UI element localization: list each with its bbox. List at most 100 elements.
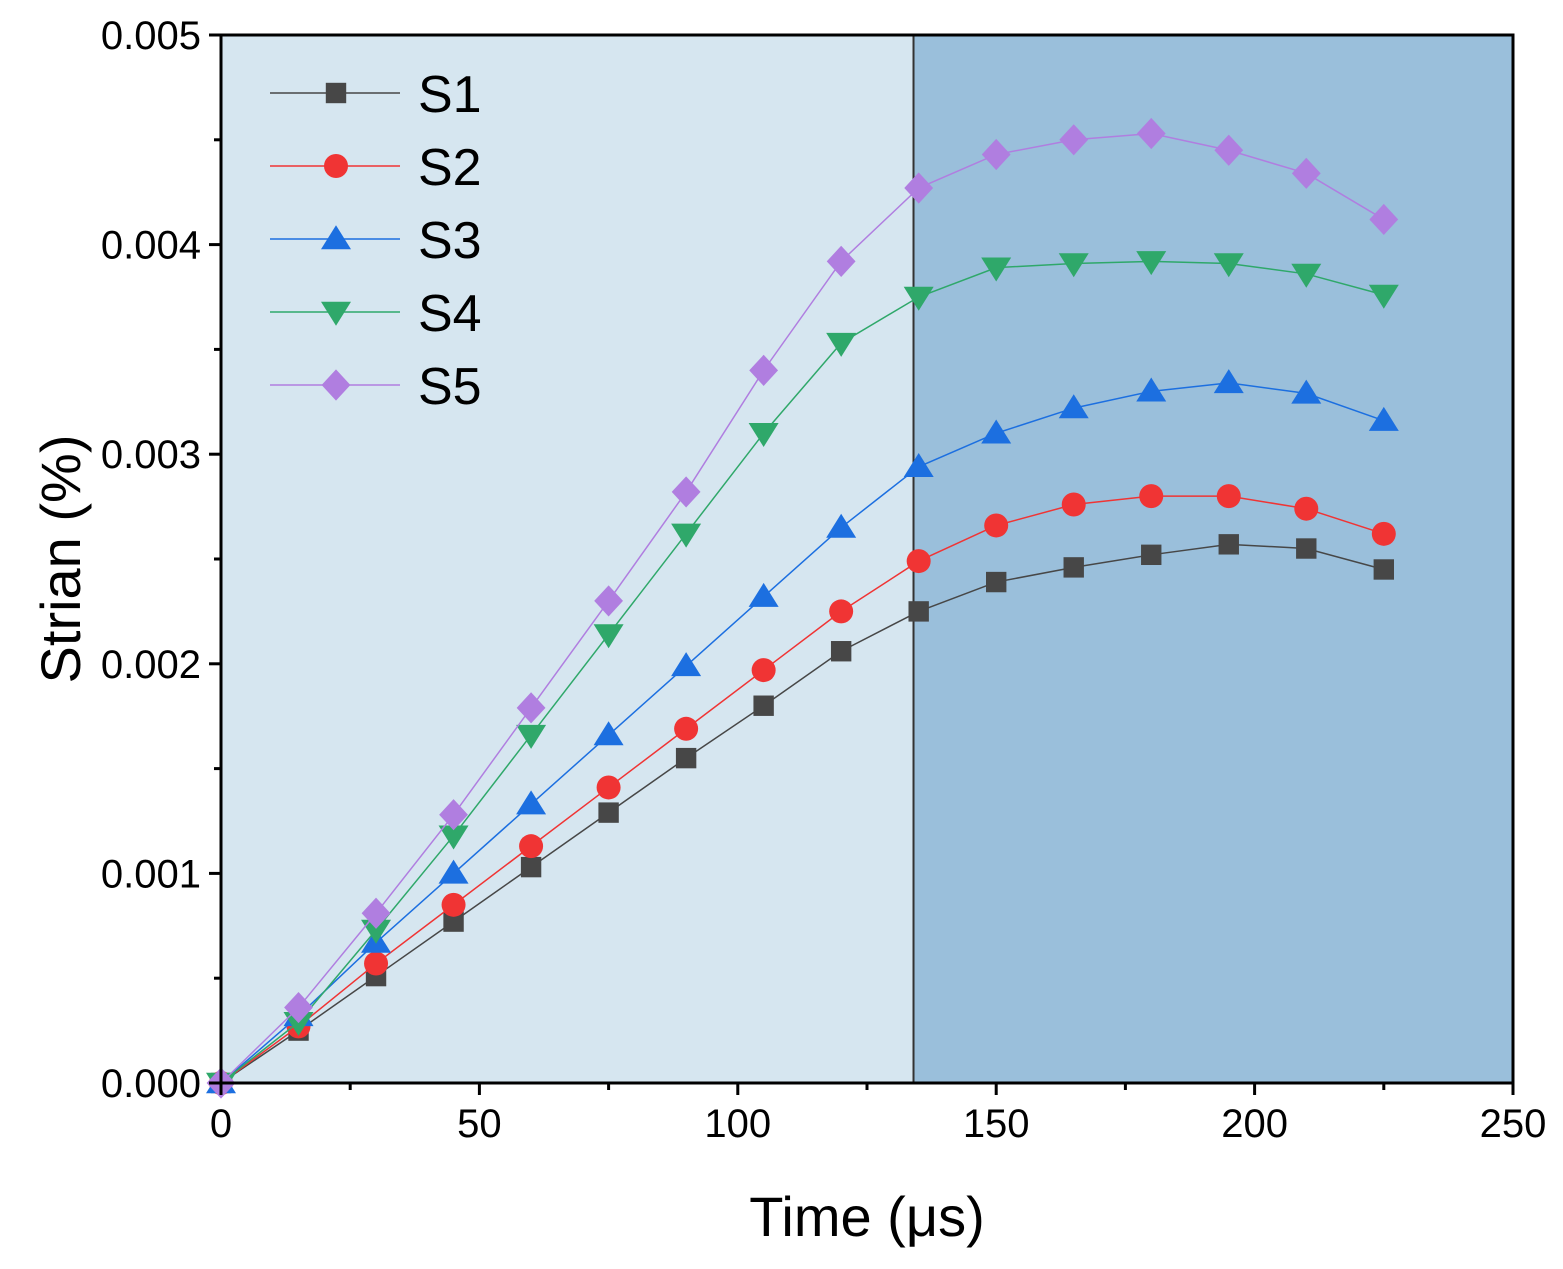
y-axis: 0.000 0.001 0.002 0.003 0.004 0.005 [101, 14, 221, 1106]
x-tick-label: 150 [963, 1102, 1030, 1146]
legend-item-S1: S1 [270, 66, 482, 124]
data-point-S3 [438, 859, 469, 884]
data-point-S1 [675, 747, 697, 769]
data-point-S2 [829, 599, 854, 624]
data-point-S5 [749, 354, 779, 386]
data-point-S3 [903, 452, 934, 477]
data-point-S2 [906, 549, 931, 574]
legend-item-S5: S5 [270, 358, 482, 416]
data-point-S3 [1058, 394, 1089, 419]
x-tick-label: 50 [457, 1102, 502, 1146]
legend-marker [321, 301, 351, 326]
data-point-S4 [1368, 284, 1399, 309]
data-point-S3 [748, 582, 779, 607]
data-point-S3 [1213, 369, 1244, 394]
data-point-S3 [593, 721, 624, 746]
legend-item-S3: S3 [270, 212, 482, 270]
data-point-S2 [596, 775, 621, 800]
data-point-S5 [671, 476, 701, 508]
data-point-S3 [826, 513, 857, 538]
y-tick-label: 0.004 [101, 224, 201, 268]
x-tick-label: 200 [1221, 1102, 1288, 1146]
data-point-S3 [1368, 406, 1399, 431]
data-point-S2 [364, 951, 389, 976]
series-S3 [206, 369, 1399, 1094]
data-point-S5 [1059, 124, 1089, 156]
data-point-S2 [1061, 492, 1086, 517]
data-point-S1 [753, 695, 774, 716]
data-point-S2 [1294, 496, 1319, 521]
background-regions [221, 35, 1513, 1083]
data-point-S4 [981, 257, 1012, 282]
legend-label: S4 [418, 285, 482, 343]
data-point-S4 [748, 423, 779, 448]
data-point-S2 [674, 716, 699, 741]
data-point-S1 [598, 802, 619, 823]
data-point-S1 [1063, 557, 1084, 578]
data-point-S5 [439, 799, 468, 831]
y-axis-title: Strian (%) [29, 435, 92, 684]
data-point-S5 [1369, 203, 1399, 236]
data-point-S3 [981, 419, 1012, 444]
data-point-S5 [361, 897, 391, 929]
data-point-S4 [903, 286, 934, 311]
x-tick-label: 250 [1480, 1102, 1547, 1146]
data-point-S4 [1136, 251, 1167, 276]
data-point-S4 [1213, 253, 1244, 278]
x-axis: 0 50 100 150 200 250 [210, 1083, 1547, 1146]
data-point-S1 [830, 641, 852, 662]
data-point-S1 [1373, 559, 1394, 580]
y-tick-label: 0.002 [101, 643, 201, 687]
data-point-S2 [984, 513, 1009, 538]
legend-item-S4: S4 [270, 285, 482, 343]
data-point-S4 [283, 1012, 314, 1037]
data-point-S1 [908, 601, 929, 622]
data-point-S2 [519, 834, 544, 859]
data-point-S5 [1291, 157, 1321, 189]
data-point-S3 [671, 652, 702, 677]
data-point-S1 [443, 911, 464, 932]
series-line-S1 [220, 543, 1384, 1084]
data-point-S3 [516, 790, 547, 815]
legend-label: S5 [418, 358, 482, 416]
x-tick-label: 100 [704, 1102, 771, 1146]
region-1 [221, 35, 914, 1083]
data-point-S4 [438, 825, 469, 850]
x-axis-title: Time (μs) [749, 1185, 984, 1248]
data-point-S5 [516, 692, 546, 724]
data-point-S4 [593, 624, 624, 649]
data-point-S2 [1139, 484, 1164, 509]
legend-item-S2: S2 [270, 139, 482, 197]
data-point-S3 [1291, 379, 1322, 404]
series-line-S4 [220, 260, 1384, 1084]
data-point-S5 [594, 585, 623, 617]
data-point-S2 [1216, 484, 1241, 509]
data-point-S2 [751, 658, 776, 683]
series-line-S2 [220, 495, 1385, 1084]
y-tick-label: 0.001 [101, 852, 201, 896]
legend-label: S3 [418, 212, 482, 270]
series-line-S5 [220, 132, 1385, 1084]
data-point-S3 [1136, 377, 1167, 402]
data-point-S5 [1214, 134, 1244, 166]
series-S5 [206, 117, 1399, 1099]
data-point-S5 [826, 245, 856, 277]
data-point-S5 [981, 138, 1011, 171]
data-point-S1 [520, 856, 542, 878]
series-line-S3 [220, 382, 1385, 1084]
legend-marker [324, 154, 348, 178]
legend: S1 S2 S3 S4 S5 [270, 66, 482, 416]
data-point-S4 [361, 919, 392, 944]
y-tick-label: 0.000 [101, 1062, 201, 1106]
legend-marker [321, 225, 351, 250]
data-point-S4 [1291, 263, 1322, 288]
data-point-S1 [986, 571, 1007, 593]
x-tick-label: 0 [210, 1102, 232, 1146]
region-2 [913, 35, 1513, 1083]
legend-marker [321, 369, 351, 401]
data-point-S4 [826, 332, 857, 357]
y-tick-label: 0.003 [101, 433, 201, 477]
legend-marker [325, 82, 347, 104]
data-point-S5 [284, 991, 313, 1024]
